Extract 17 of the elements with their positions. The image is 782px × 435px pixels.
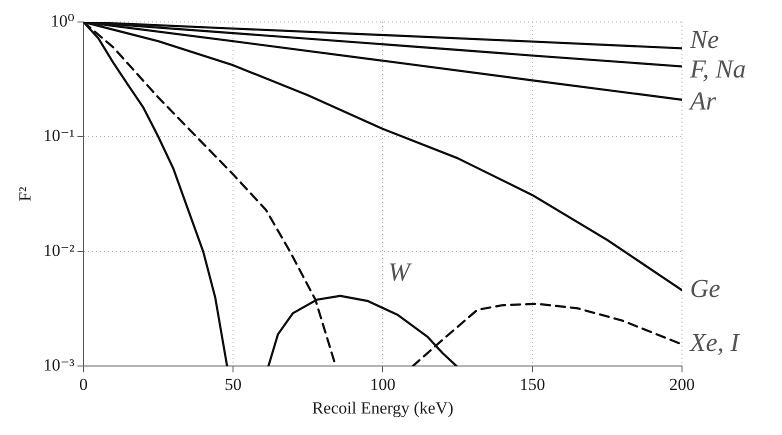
x-axis-title: Recoil Energy (keV) (312, 398, 454, 418)
series-label: Ar (688, 86, 717, 116)
y-tick-label: 10⁻² (43, 240, 74, 260)
x-tick-label: 50 (224, 374, 242, 394)
y-tick-label: 10⁻³ (43, 356, 74, 375)
series-label: Ne (689, 25, 719, 54)
x-tick-label: 150 (520, 374, 546, 394)
series-label: W (388, 258, 412, 287)
x-tick-label: 100 (370, 374, 396, 394)
x-tick-label: 0 (79, 374, 88, 394)
y-axis-title: F² (16, 186, 35, 202)
y-tick-label: 10⁰ (50, 11, 75, 30)
series-label: F, Na (689, 54, 746, 84)
y-tick-label: 10⁻¹ (43, 126, 74, 146)
series-label: Xe, I (689, 328, 740, 358)
series-label: Ge (690, 274, 720, 303)
x-tick-label: 200 (669, 374, 695, 394)
